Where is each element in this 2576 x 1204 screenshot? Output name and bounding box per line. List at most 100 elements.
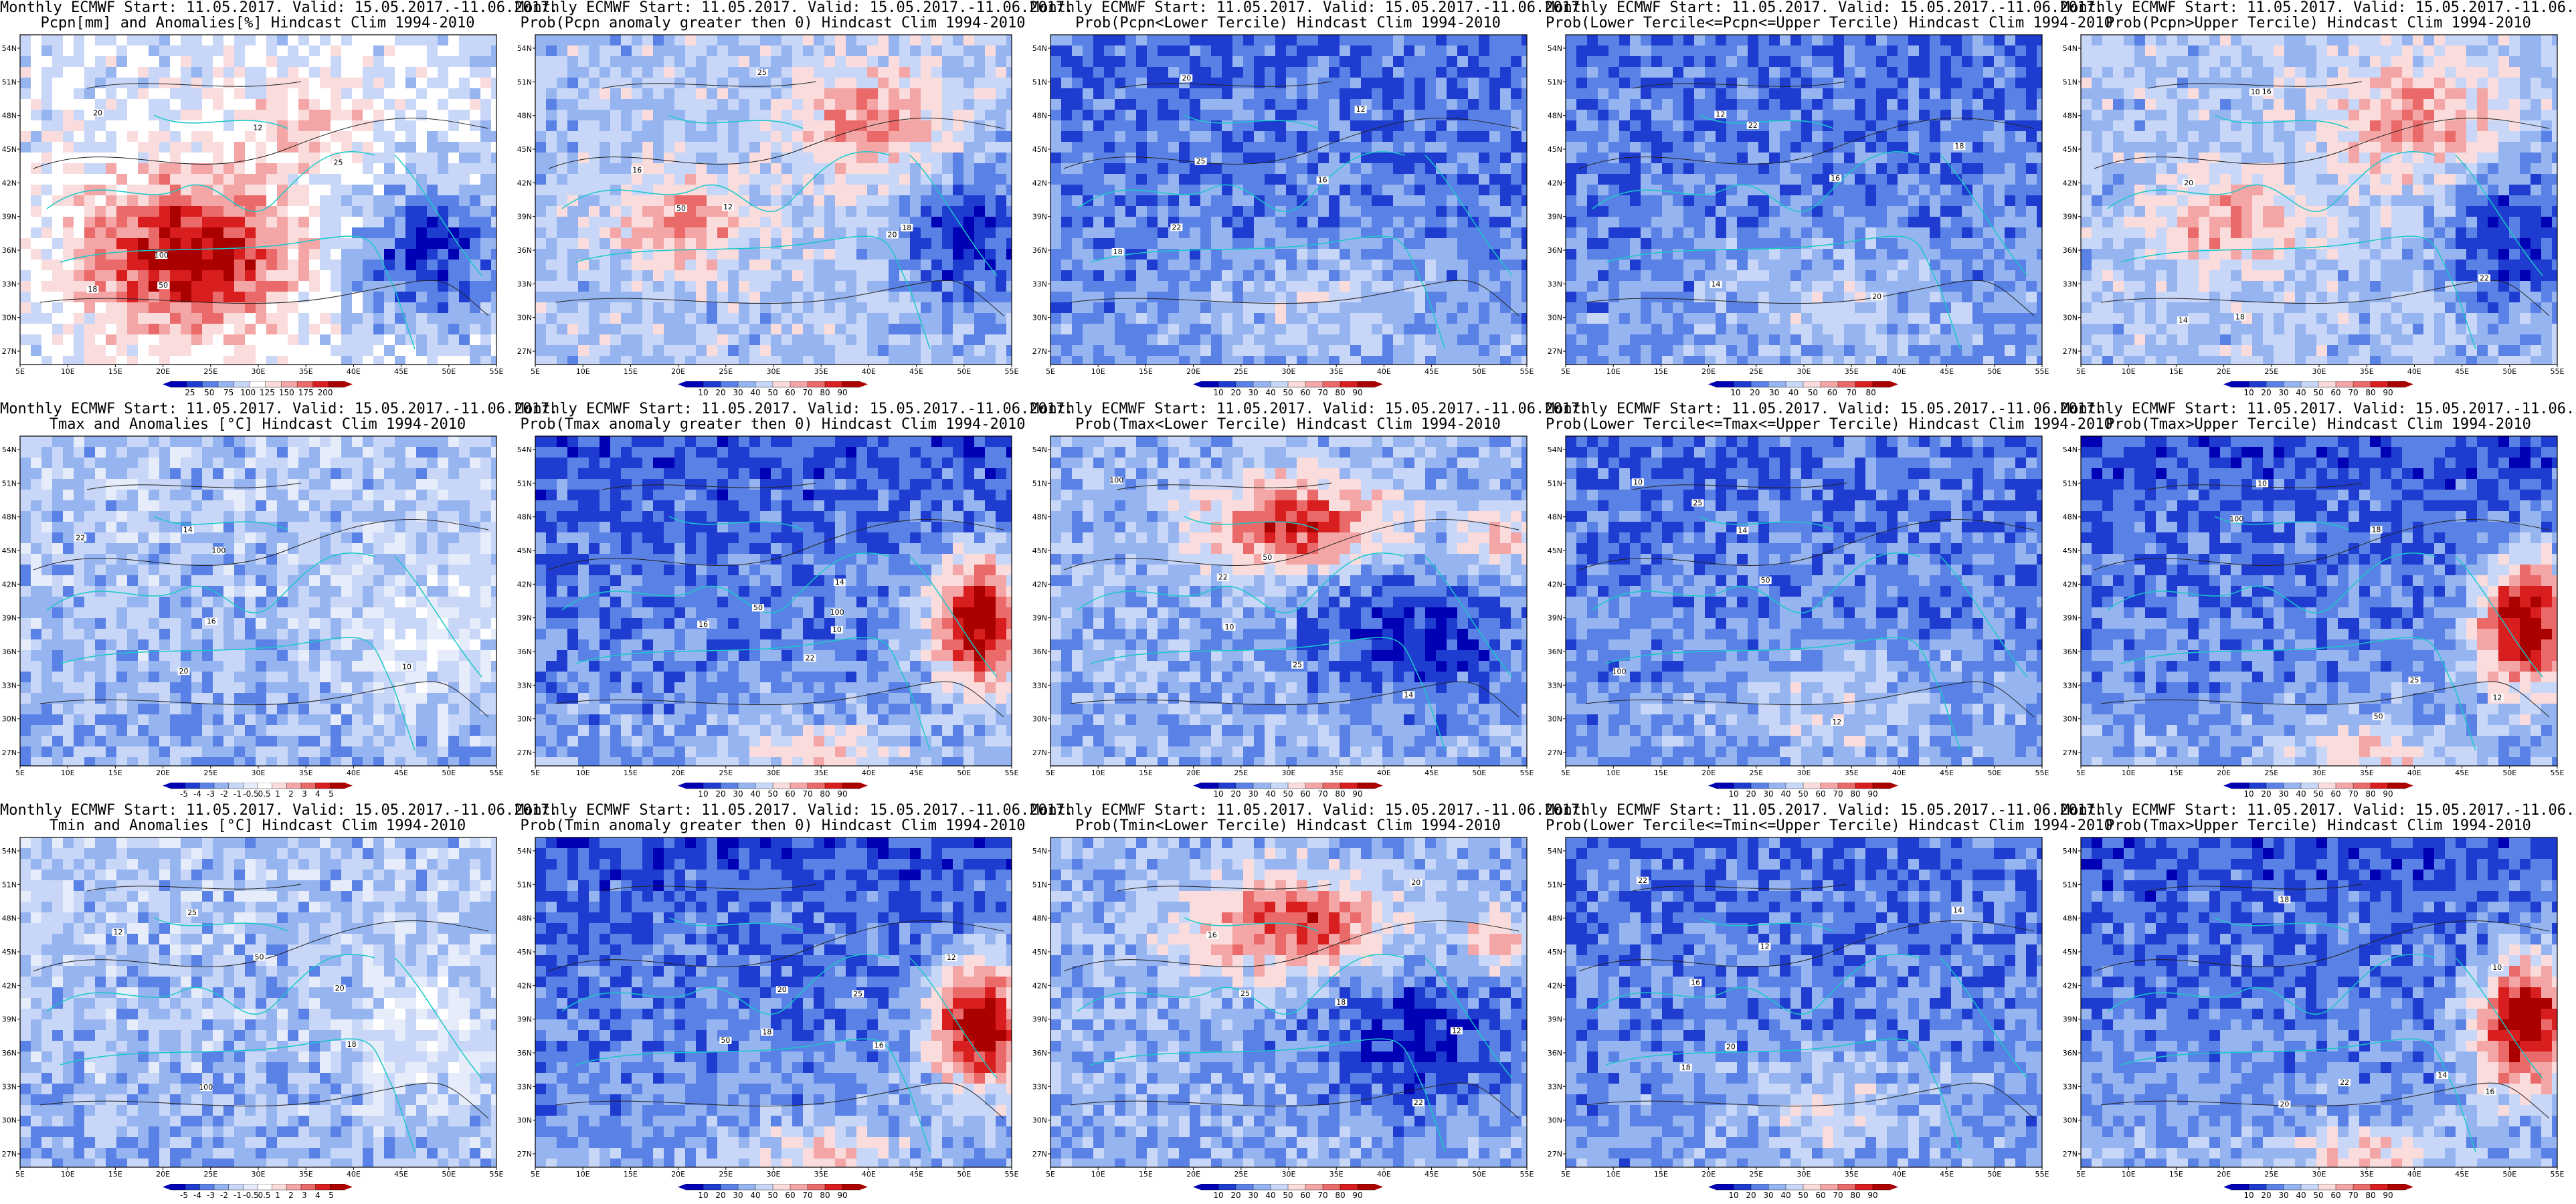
colorbar-label: 30 xyxy=(1763,789,1773,799)
field-shading xyxy=(2081,436,2558,767)
contour-label: 20 xyxy=(179,667,189,676)
lat-label: 48N xyxy=(1032,112,1047,120)
lat-label: 39N xyxy=(517,213,532,221)
lon-label: 25E xyxy=(1234,769,1248,777)
lon-label: 45E xyxy=(394,1170,408,1179)
field-shading xyxy=(1566,35,2043,365)
lon-label: 55E xyxy=(490,769,504,777)
colorbar-label: 40 xyxy=(2296,388,2306,397)
lat-label: 42N xyxy=(1032,981,1047,990)
colorbar-label: 3 xyxy=(302,789,307,799)
contour-label: 14 xyxy=(2179,316,2188,324)
colorbar-swatch xyxy=(1872,1184,1891,1191)
colorbar-swatch xyxy=(330,783,345,789)
colorbar-label: 90 xyxy=(2383,1191,2393,1200)
colorbar-swatch xyxy=(1357,783,1376,789)
contour-label-box xyxy=(831,608,844,616)
panel-title-line2: Prob(Tmin anomaly greater then 0) Hindca… xyxy=(515,818,1030,833)
lon-label: 40E xyxy=(347,367,361,376)
lon-label: 15E xyxy=(1654,367,1668,376)
contour-label-box xyxy=(1110,476,1123,484)
lon-label: 35E xyxy=(1329,367,1344,376)
lat-label: 30N xyxy=(1548,314,1562,322)
contour-label-box xyxy=(155,252,168,260)
lat-label: 30N xyxy=(2,314,17,322)
lat-label: 48N xyxy=(2063,112,2078,120)
colorbar-swatch xyxy=(1768,783,1786,789)
colorbar-swatch xyxy=(2318,783,2336,789)
contour-label: 14 xyxy=(183,526,193,534)
lon-label: 55E xyxy=(2551,367,2565,376)
lat-label: 27N xyxy=(517,1150,532,1159)
lat-label: 42N xyxy=(2,981,17,990)
contour-label-box xyxy=(886,231,899,239)
coastline-lines xyxy=(2107,917,2543,1152)
contour-label: 18 xyxy=(2371,526,2381,534)
lat-label: 36N xyxy=(2063,647,2078,656)
contour-lines xyxy=(33,81,489,316)
colorbar-swatch xyxy=(824,381,843,388)
colorbar-label: 10 xyxy=(1213,789,1223,799)
colorbar-arrow-right xyxy=(860,381,868,387)
contour-label: 22 xyxy=(1414,1098,1423,1107)
colorbar-label: 90 xyxy=(1867,789,1877,799)
lon-label: 15E xyxy=(624,769,638,777)
lon-label: 35E xyxy=(1329,769,1344,777)
colorbar-swatch xyxy=(1253,783,1271,789)
colorbar-swatch xyxy=(2283,783,2302,789)
lat-label: 30N xyxy=(2,1116,17,1125)
lon-label: 55E xyxy=(1005,769,1019,777)
lat-label: 45N xyxy=(1548,948,1562,957)
forecast-map: 20 16 22 14 10 100 5E 10E 15E 20E 25E 30E 35E 40E 45E 5… xyxy=(2,435,504,777)
colorbar-label: 75 xyxy=(223,388,234,397)
colorbar-label: 60 xyxy=(2330,388,2340,397)
contour-label: 50 xyxy=(254,952,264,961)
colorbar-swatch xyxy=(1837,783,1856,789)
colorbar: 10 20 30 40 50 60 70 80 90 xyxy=(2223,783,2413,799)
colorbar-swatch xyxy=(1340,381,1358,388)
contour-label-box xyxy=(86,286,99,294)
contour-label: 18 xyxy=(1681,1063,1691,1072)
panel-title: Monthly ECMWF Start: 11.05.2017. Valid: … xyxy=(1030,401,1588,432)
lat-label: 42N xyxy=(517,580,532,589)
colorbar-swatch xyxy=(228,1184,244,1191)
colorbar-label: 70 xyxy=(2348,1191,2358,1200)
colorbar-arrow-left xyxy=(2223,1184,2231,1190)
lon-label: 55E xyxy=(2551,1170,2565,1179)
panel-title: Monthly ECMWF Start: 11.05.2017. Valid: … xyxy=(0,401,558,432)
contour-label-box xyxy=(1402,691,1415,699)
contour-label-box xyxy=(74,534,87,542)
lon-label: 35E xyxy=(2360,1170,2374,1179)
lon-label: 35E xyxy=(2360,367,2374,376)
colorbar-label: 20 xyxy=(1230,789,1240,799)
colorbar-arrow-right xyxy=(345,381,353,387)
contour-label: 50 xyxy=(721,1036,730,1045)
colorbar: 10 20 30 40 50 60 70 80 90 xyxy=(1193,1184,1383,1200)
lon-label: 35E xyxy=(299,769,313,777)
lat-label: 45N xyxy=(2063,546,2078,555)
contour-lines xyxy=(1063,884,1520,1119)
contour-label-box xyxy=(901,223,913,231)
lon-label: 5E xyxy=(15,367,25,376)
colorbar-label: 50 xyxy=(767,1191,777,1200)
colorbar-label: 90 xyxy=(1867,1191,1877,1200)
forecast-map: 50 25 12 18 20 16 5E 10E 15E 20E 25E 30E 35E 40E 45E 50… xyxy=(517,837,1019,1179)
colorbar-swatch xyxy=(1803,783,1821,789)
colorbar-swatch xyxy=(1322,783,1341,789)
colorbar-label: 10 xyxy=(698,388,708,397)
coastline-lines xyxy=(1592,114,2028,350)
colorbar-swatch xyxy=(1716,783,1734,789)
coastline-lines xyxy=(561,114,998,350)
lon-label: 15E xyxy=(108,769,122,777)
lon-label: 40E xyxy=(1892,769,1906,777)
contour-label: 50 xyxy=(1263,553,1272,562)
colorbar-swatch xyxy=(685,1184,704,1191)
colorbar-arrow-left xyxy=(1193,381,1201,387)
colorbar-label: 125 xyxy=(260,388,275,397)
lon-label: 20E xyxy=(1701,769,1716,777)
colorbar-swatch xyxy=(315,783,331,789)
lat-label: 39N xyxy=(2063,213,2078,221)
lat-label: 54N xyxy=(1032,44,1047,53)
coastline-lines xyxy=(1592,516,2028,751)
lon-label: 50E xyxy=(442,769,456,777)
